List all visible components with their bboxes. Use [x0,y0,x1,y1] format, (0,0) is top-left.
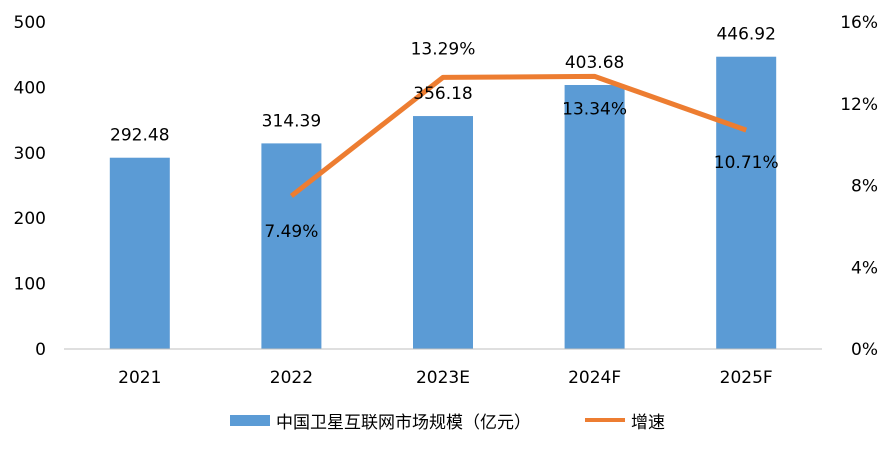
x-tick-label: 2025F [720,368,773,388]
x-tick-label: 2024F [568,368,621,388]
x-tick-label: 2022 [270,368,313,388]
right-tick-label: 12% [840,95,878,115]
line-data-label: 10.71% [714,153,779,173]
left-tick-label: 400 [14,78,46,98]
bar [413,116,473,349]
left-tick-label: 300 [14,144,46,164]
growth-line [289,73,748,198]
left-tick-label: 500 [14,13,46,33]
bar [261,143,322,349]
bar [716,56,777,349]
left-tick-label: 0 [35,340,46,360]
legend-bar-swatch [230,414,270,426]
x-tick-label: 2021 [118,368,161,388]
legend-item-bar: 中国卫星互联网市场规模（亿元） [230,406,531,434]
legend-item-line: 增速 [585,406,665,434]
legend-bar-label: 中国卫星互联网市场规模（亿元） [276,412,531,433]
legend: 中国卫星互联网市场规模（亿元） 增速 [0,406,892,434]
right-tick-label: 8% [851,177,878,197]
legend-line-swatch [585,418,625,422]
right-tick-label: 16% [840,13,878,33]
bar [564,84,625,349]
bar-data-label: 356.18 [413,84,472,104]
bar-data-label: 314.39 [262,111,321,131]
line-data-label: 13.29% [411,39,476,59]
right-tick-label: 4% [851,258,878,278]
bar [109,157,170,349]
bar-data-label: 446.92 [716,25,775,45]
line-data-label: 7.49% [264,222,318,242]
line-series [289,73,748,198]
bar-data-labels: 292.48 314.39 356.18 403.68 446.92 [110,25,776,146]
legend-line-label: 增速 [631,412,665,433]
left-tick-label: 200 [14,209,46,229]
right-axis-ticks: 0% 4% 8% 12% 16% [840,13,878,360]
line-data-labels: 7.49% 13.29% 13.34% 10.71% [264,39,778,242]
x-axis-ticks: 2021 2022 2023E 2024F 2025F [118,368,773,388]
left-tick-label: 100 [14,275,46,295]
left-axis-ticks: 0 100 200 300 400 500 [14,13,46,360]
bar-data-label: 403.68 [565,53,624,73]
line-data-label: 13.34% [562,99,627,119]
right-tick-label: 0% [851,340,878,360]
bar-data-label: 292.48 [110,126,169,146]
x-tick-label: 2023E [416,368,470,388]
